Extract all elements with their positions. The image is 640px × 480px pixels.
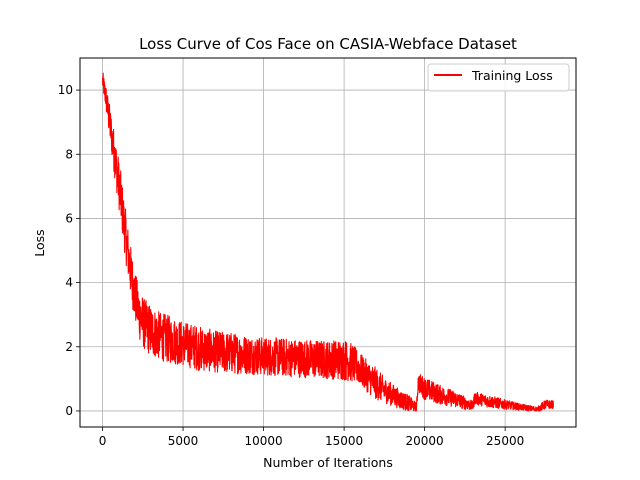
y-axis-label: Loss	[32, 229, 47, 256]
y-tick-label: 10	[58, 83, 73, 97]
y-axis-ticks: 0 2 4 6 8 10	[58, 83, 80, 418]
series-line-training-loss	[102, 72, 554, 412]
x-tick-label: 25000	[486, 434, 524, 448]
plot-frame	[79, 57, 577, 428]
x-tick-label: 0	[99, 434, 107, 448]
x-tick-label: 5000	[168, 434, 199, 448]
y-tick-label: 4	[65, 276, 73, 290]
grid	[80, 58, 576, 427]
y-tick-label: 6	[65, 211, 73, 225]
x-tick-label: 15000	[325, 434, 363, 448]
x-tick-label: 10000	[244, 434, 282, 448]
legend-box	[427, 63, 570, 92]
y-tick-label: 8	[65, 147, 73, 161]
x-tick-label: 20000	[406, 434, 444, 448]
x-axis-ticks: 0 5000 10000 15000 20000 25000	[99, 427, 524, 448]
chart-title: Loss Curve of Cos Face on CASIA-Webface …	[139, 35, 517, 53]
series-layer	[102, 72, 554, 412]
y-tick-label: 0	[65, 404, 73, 418]
y-tick-label: 2	[65, 340, 73, 354]
x-axis-label: Number of Iterations	[263, 455, 393, 470]
legend-label-training-loss: Training Loss	[471, 68, 553, 83]
legend: Training Loss	[427, 63, 570, 92]
